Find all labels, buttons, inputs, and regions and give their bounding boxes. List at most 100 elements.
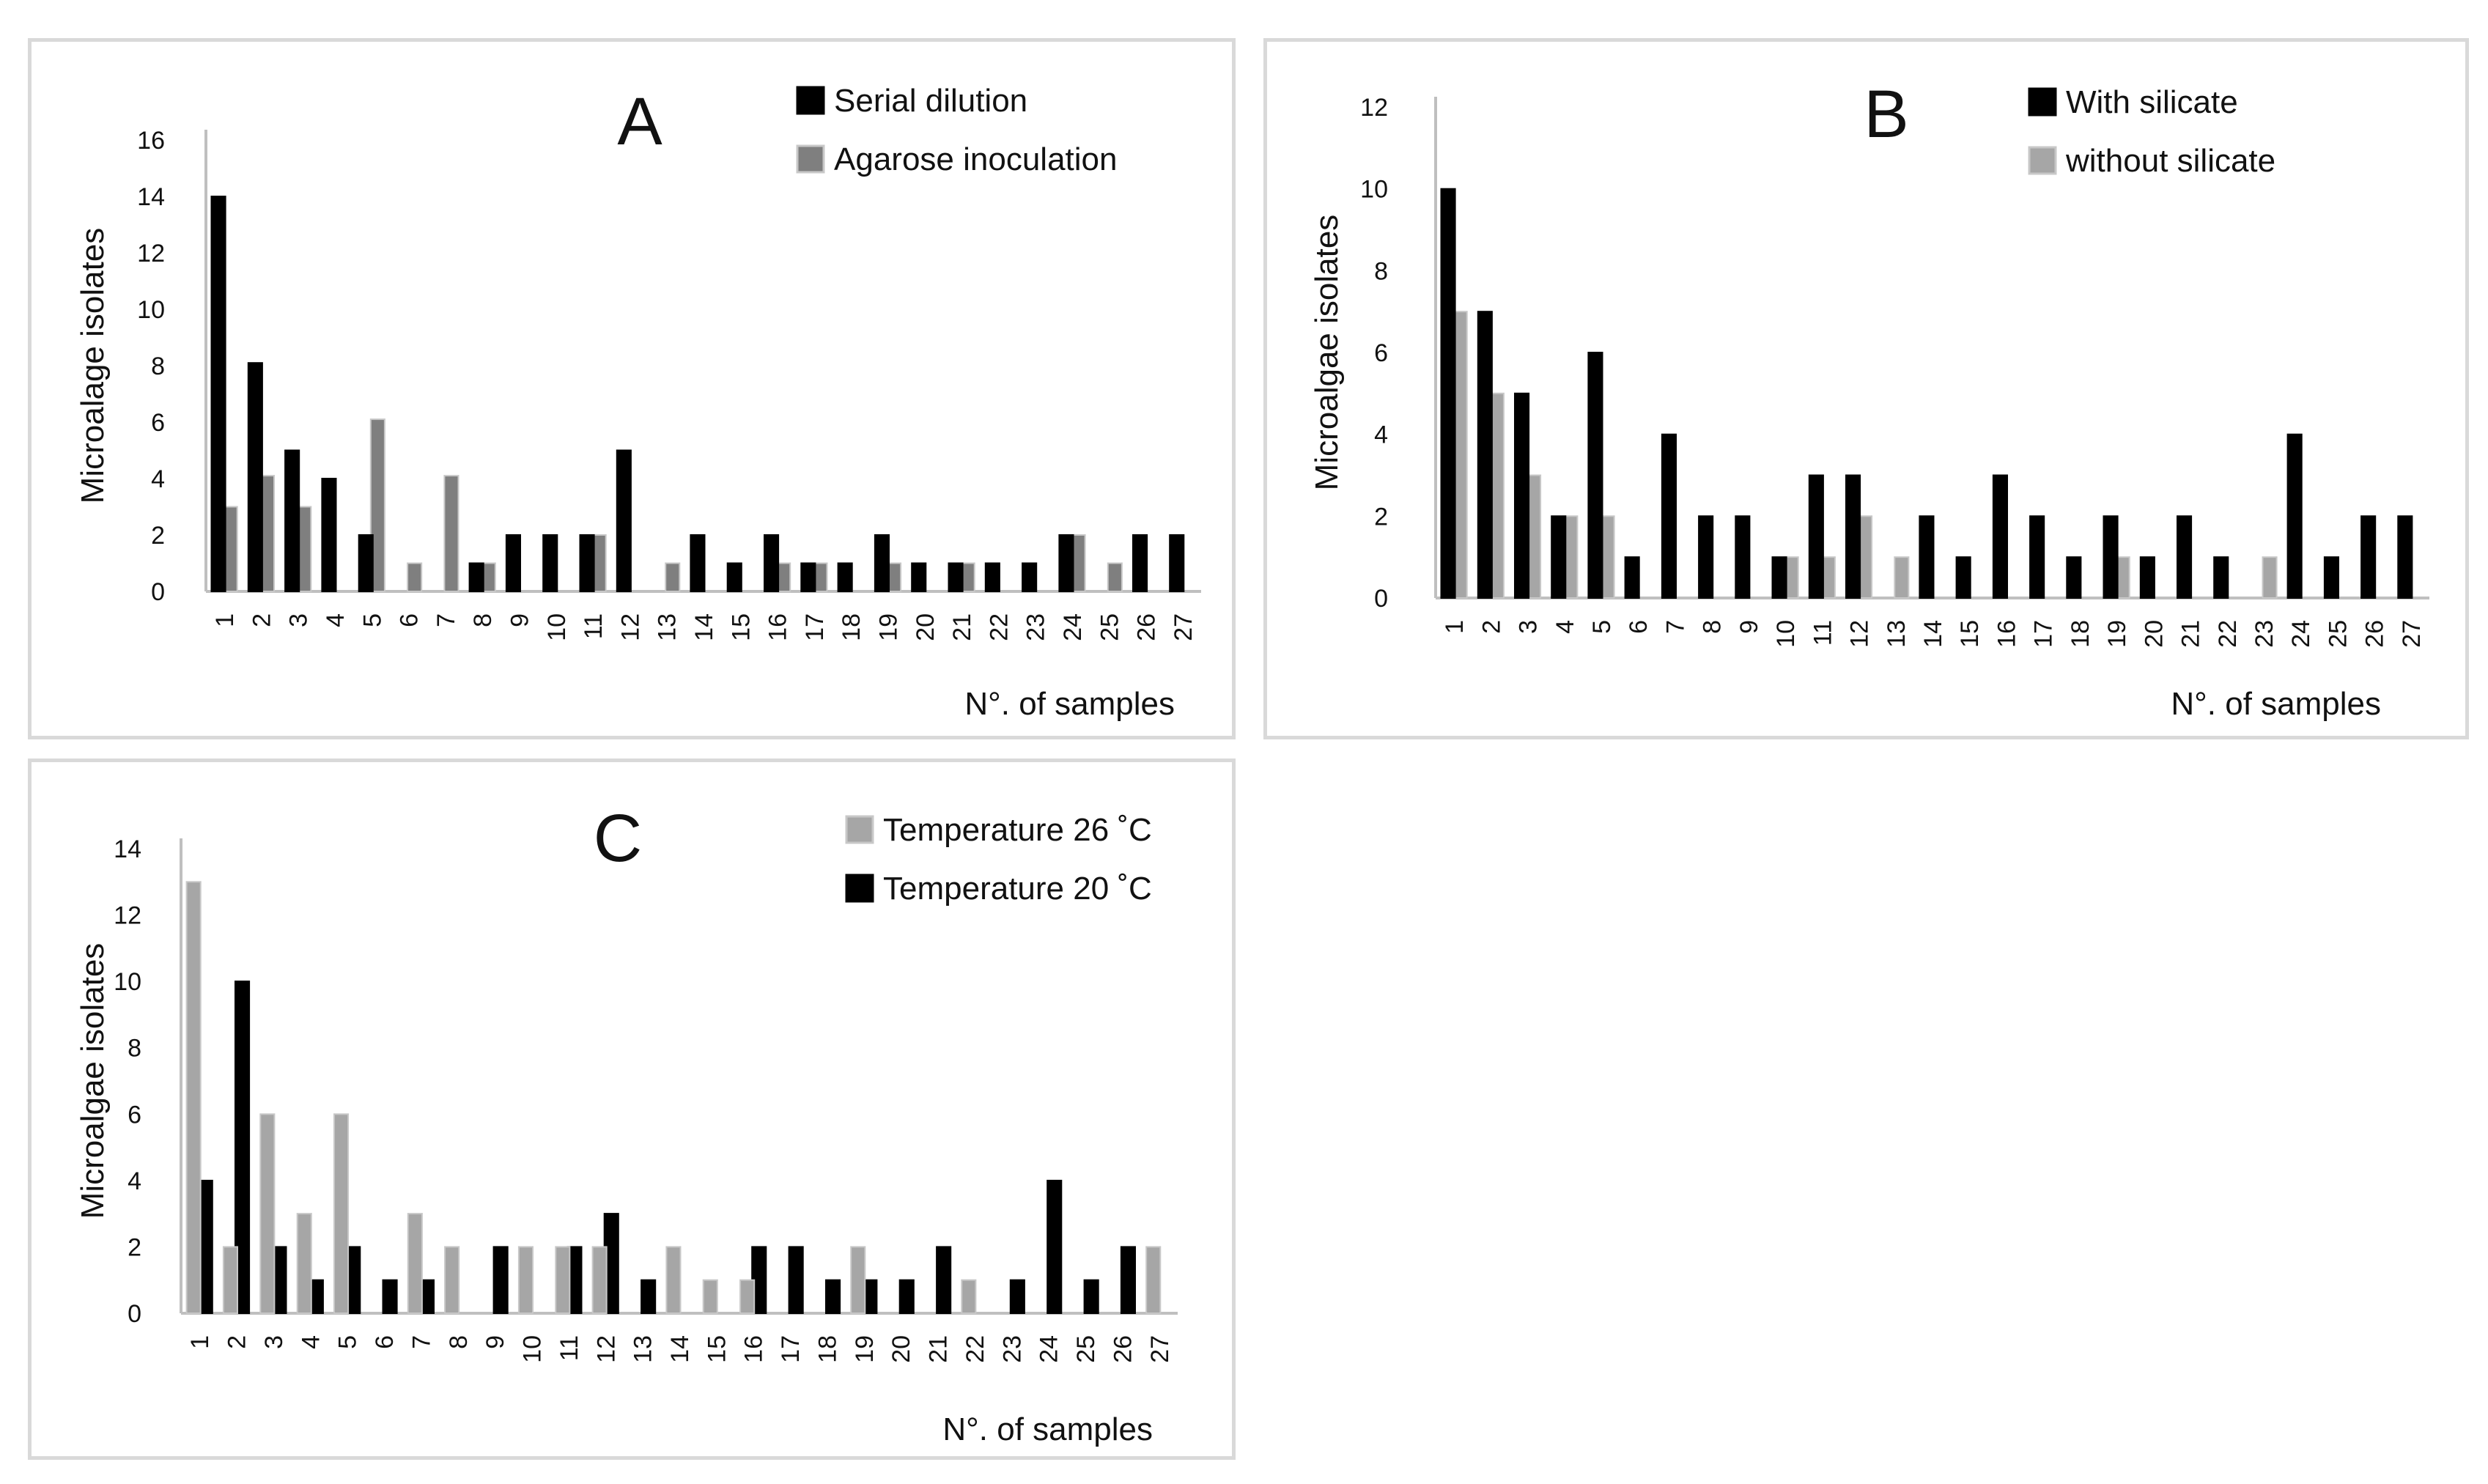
chart-c-legend-swatch-2: [845, 874, 874, 903]
chart-a-bar-1-sample-14: [690, 534, 706, 592]
chart-a-x-tick-label: 14: [690, 613, 718, 641]
chart-c-legend-label-1: Temperature 26 ˚C: [883, 812, 1152, 848]
chart-a-x-tick-label: 19: [875, 613, 903, 641]
chart-c-bar-2-sample-2: [235, 981, 251, 1314]
chart-c-x-tick-label: 7: [407, 1335, 435, 1349]
chart-b-x-tick-label: 17: [2030, 620, 2058, 648]
chart-a-bar-1-sample-11: [579, 534, 595, 592]
chart-b-bar-1-sample-26: [2360, 515, 2377, 599]
chart-a-bar-1-sample-1: [210, 196, 226, 592]
chart-c-x-tick-label: 19: [851, 1335, 879, 1363]
chart-c-x-tick-label: 13: [630, 1335, 657, 1363]
chart-b-bar-2-sample-13: [1894, 556, 1910, 599]
chart-b-x-tick-label: 13: [1883, 620, 1911, 648]
chart-c-x-tick-label: 23: [998, 1335, 1026, 1363]
chart-a-bar-1-sample-23: [1022, 562, 1038, 592]
chart-b-y-tick-label: 0: [1374, 585, 1388, 613]
chart-b-bar-1-sample-22: [2213, 556, 2229, 599]
chart-b-x-tick-label: 9: [1735, 620, 1763, 634]
chart-c-bar-1-sample-19: [850, 1246, 866, 1315]
chart-c-x-tick-label: 8: [445, 1335, 473, 1349]
chart-b-bar-1-sample-11: [1808, 474, 1824, 599]
chart-b-bar-1-sample-16: [1992, 474, 2009, 599]
chart-b-bar-1-sample-9: [1735, 515, 1751, 599]
chart-a-x-tick-label: 21: [948, 613, 976, 641]
chart-c-x-tick-label: 6: [371, 1335, 399, 1349]
chart-a-bar-1-sample-22: [984, 562, 1000, 592]
chart-b-bar-1-sample-1: [1440, 188, 1456, 599]
chart-b-x-tick-label: 23: [2251, 620, 2278, 648]
chart-a-y-tick-label: 0: [151, 578, 165, 606]
chart-b-bar-1-sample-25: [2323, 556, 2340, 599]
chart-a-y-tick-label: 12: [137, 240, 165, 267]
chart-b-x-tick-label: 20: [2140, 620, 2168, 648]
chart-a-panel-letter: A: [617, 84, 662, 159]
chart-c-bar-1-sample-14: [665, 1246, 682, 1315]
chart-a-x-tick-label: 24: [1059, 613, 1087, 641]
chart-b-x-tick-label: 21: [2177, 620, 2205, 648]
chart-a-bar-1-sample-24: [1058, 534, 1074, 592]
chart-b-y-tick-label: 4: [1374, 421, 1388, 449]
chart-b-bar-1-sample-12: [1845, 474, 1861, 599]
chart-c-bar-2-sample-18: [825, 1279, 841, 1315]
chart-a-y-tick-label: 14: [137, 183, 165, 211]
chart-a-x-tick-label: 20: [912, 613, 940, 641]
chart-c-x-tick-label: 15: [703, 1335, 731, 1363]
chart-c-bar-2-sample-17: [788, 1246, 804, 1315]
chart-c-x-tick-label: 3: [260, 1335, 288, 1349]
chart-b-x-tick-label: 6: [1625, 620, 1653, 634]
chart-b-bar-1-sample-18: [2066, 556, 2082, 599]
chart-c-x-tick-label: 2: [224, 1335, 251, 1349]
chart-c-bar-1-sample-1: [185, 881, 202, 1315]
chart-c-x-tick-label: 20: [887, 1335, 915, 1363]
chart-a-bar-1-sample-21: [948, 562, 964, 592]
chart-a-x-tick-label: 23: [1022, 613, 1050, 641]
chart-a-legend-swatch-2: [796, 144, 825, 174]
chart-b-x-tick-label: 10: [1772, 620, 1800, 648]
chart-a-x-tick-label: 11: [580, 613, 608, 639]
chart-a-legend-swatch-1: [796, 86, 825, 115]
chart-b-x-tick-label: 8: [1699, 620, 1727, 634]
chart-a-x-tick-label: 9: [506, 613, 534, 627]
chart-b-x-tick-label: 25: [2324, 620, 2352, 648]
chart-c-bar-2-sample-13: [641, 1279, 657, 1315]
chart-panel-a: 0 2 4 6 8 10 12 14 16 1 2 3 4 5 6 7 8 9 10 11 12 13 14 15 16 17 18…: [28, 38, 1236, 739]
chart-b-y-tick-label: 2: [1374, 503, 1388, 531]
chart-a-bar-1-sample-9: [505, 534, 522, 592]
chart-c-y-tick-label: 0: [128, 1300, 141, 1328]
chart-c-x-tick-label: 12: [592, 1335, 620, 1363]
chart-a-x-tick-label: 6: [396, 613, 424, 627]
chart-b-x-tick-label: 16: [1993, 620, 2020, 648]
chart-c-x-tick-label: 27: [1146, 1335, 1174, 1363]
chart-c-bar-1-sample-4: [296, 1213, 312, 1314]
chart-c-x-tick-label: 18: [814, 1335, 842, 1363]
chart-a-x-tick-label: 3: [285, 613, 313, 627]
chart-b-bar-1-sample-21: [2177, 515, 2193, 599]
chart-a-x-tick-label: 18: [838, 613, 865, 641]
chart-c-x-axis-label: N°. of samples: [942, 1411, 1153, 1447]
chart-c-y-tick-label: 6: [128, 1101, 141, 1129]
chart-c-y-tick-label: 8: [128, 1035, 141, 1063]
chart-c-bar-1-sample-7: [407, 1213, 423, 1314]
chart-a-x-tick-label: 1: [211, 613, 239, 627]
chart-b-y-axis-label: Microalgae isolates: [1309, 215, 1345, 491]
chart-b-bar-1-sample-10: [1771, 556, 1787, 599]
chart-b-y-tick-label: 10: [1360, 176, 1388, 204]
chart-a-bar-1-sample-17: [800, 562, 816, 592]
chart-c-bar-1-sample-5: [333, 1113, 350, 1314]
chart-b-x-tick-label: 1: [1441, 620, 1469, 634]
chart-c-x-tick-label: 4: [297, 1335, 325, 1349]
chart-c-bar-1-sample-2: [222, 1246, 238, 1315]
chart-c-bar-1-sample-10: [517, 1246, 534, 1315]
chart-b-x-tick-label: 7: [1661, 620, 1689, 634]
chart-b-x-tick-label: 22: [2214, 620, 2242, 648]
chart-b-bar-1-sample-6: [1624, 556, 1640, 599]
chart-b-bar-1-sample-17: [2029, 515, 2045, 599]
chart-a-bar-2-sample-25: [1107, 562, 1123, 592]
chart-b-x-tick-label: 27: [2398, 620, 2426, 648]
chart-a-x-tick-label: 26: [1133, 613, 1161, 641]
chart-c-x-tick-label: 21: [925, 1335, 953, 1363]
chart-c-y-tick-label: 2: [128, 1233, 141, 1261]
chart-b-y-tick-label: 8: [1374, 257, 1388, 285]
